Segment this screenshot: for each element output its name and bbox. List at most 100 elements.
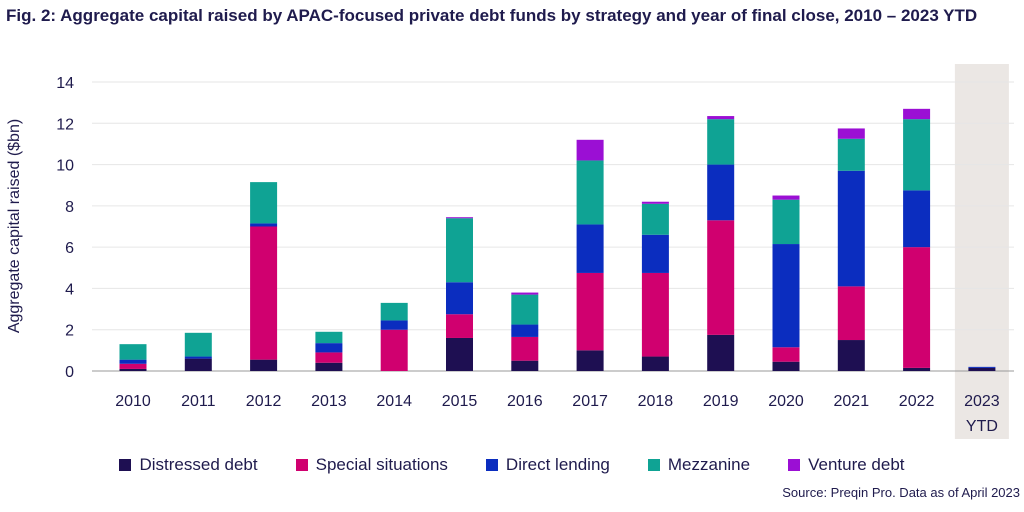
legend-label: Venture debt bbox=[808, 455, 905, 474]
bar-segment bbox=[837, 128, 865, 139]
bar-segment bbox=[511, 324, 539, 337]
bar-segment bbox=[250, 226, 278, 360]
x-tick-label: 2021 bbox=[834, 393, 870, 410]
bar-segment bbox=[511, 360, 539, 371]
bar-segment bbox=[772, 244, 800, 348]
bar-segment bbox=[641, 203, 669, 235]
bar-segment bbox=[641, 234, 669, 273]
bar-segment bbox=[380, 329, 408, 371]
bar-segment bbox=[707, 334, 735, 371]
bar-segment bbox=[837, 138, 865, 171]
legend-swatch bbox=[119, 459, 132, 471]
bar-segment bbox=[380, 302, 408, 321]
bar-segment bbox=[576, 272, 604, 351]
bar-segment bbox=[119, 368, 147, 371]
gridlines bbox=[92, 81, 1014, 372]
x-tick-label: 2019 bbox=[703, 393, 739, 410]
bar-segment bbox=[184, 358, 212, 371]
bar-segment bbox=[250, 359, 278, 371]
x-tick-label: 2016 bbox=[507, 393, 543, 410]
bar-segment bbox=[184, 356, 212, 359]
y-tick-label: 0 bbox=[65, 364, 74, 381]
legend-item: Distressed debt bbox=[119, 455, 258, 475]
bar-segment bbox=[119, 363, 147, 369]
bar-segment bbox=[511, 292, 539, 295]
bar-segment bbox=[446, 217, 473, 219]
bar-segment bbox=[641, 201, 669, 204]
bars bbox=[119, 108, 996, 371]
y-tick-label: 6 bbox=[65, 240, 74, 257]
bar-segment bbox=[446, 218, 473, 283]
x-tick-label: 2014 bbox=[376, 393, 412, 410]
legend: Distressed debt Special situations Direct … bbox=[0, 455, 1024, 475]
bar-segment bbox=[968, 366, 996, 368]
x-tick-label: 2022 bbox=[899, 393, 935, 410]
bar-segment bbox=[119, 344, 147, 360]
bar-segment bbox=[315, 362, 343, 371]
legend-item: Venture debt bbox=[788, 455, 905, 475]
bar-segment bbox=[707, 164, 735, 221]
bar-segment bbox=[903, 367, 931, 371]
legend-label: Mezzanine bbox=[667, 455, 751, 474]
y-tick-label: 2 bbox=[65, 323, 74, 340]
bar-segment bbox=[315, 352, 343, 363]
bar-segment bbox=[903, 190, 931, 248]
x-tick-label: 2012 bbox=[246, 393, 282, 410]
legend-label: Special situations bbox=[315, 455, 448, 474]
x-tick-label: 2017 bbox=[572, 393, 608, 410]
bar-segment bbox=[380, 320, 408, 330]
x-tick-label: 2013 bbox=[311, 393, 347, 410]
bar-segment bbox=[707, 116, 735, 120]
y-tick-label: 14 bbox=[56, 75, 74, 92]
bar-segment bbox=[250, 223, 278, 227]
bar-segment bbox=[707, 119, 735, 165]
bar-segment bbox=[315, 331, 343, 344]
y-tick-label: 10 bbox=[56, 158, 74, 175]
source-note: Source: Preqin Pro. Data as of April 202… bbox=[782, 485, 1020, 500]
bar-segment bbox=[772, 199, 800, 245]
bar-segment bbox=[641, 272, 669, 357]
y-axis-label: Aggregate capital raised ($bn) bbox=[6, 119, 23, 333]
legend-swatch bbox=[295, 459, 308, 471]
legend-swatch bbox=[485, 459, 498, 471]
bar-segment bbox=[837, 170, 865, 287]
bar-segment bbox=[119, 359, 147, 364]
bar-segment bbox=[446, 314, 473, 338]
bar-segment bbox=[772, 195, 800, 200]
bar-segment bbox=[576, 160, 604, 225]
legend-label: Distressed debt bbox=[139, 455, 258, 474]
bar-segment bbox=[903, 247, 931, 368]
x-tick-label: 2020 bbox=[768, 393, 804, 410]
legend-swatch bbox=[647, 459, 660, 471]
bar-segment bbox=[772, 347, 800, 362]
bar-segment bbox=[903, 108, 931, 120]
bar-segment bbox=[576, 139, 604, 161]
bar-segment bbox=[772, 361, 800, 371]
bar-segment bbox=[968, 367, 996, 371]
legend-label: Direct lending bbox=[505, 455, 610, 474]
highlight-layer bbox=[954, 64, 1009, 439]
x-tick-label: 2010 bbox=[115, 393, 151, 410]
bar-segment bbox=[837, 340, 865, 371]
bar-segment bbox=[576, 224, 604, 273]
bar-segment bbox=[903, 119, 931, 191]
bar-segment bbox=[707, 220, 735, 335]
bar-segment bbox=[511, 294, 539, 325]
ytd-highlight-band bbox=[954, 64, 1009, 439]
x-tick-label: 2023 YTD bbox=[964, 393, 1000, 435]
bar-segment bbox=[576, 350, 604, 371]
legend-item: Mezzanine bbox=[647, 455, 751, 475]
bar-segment bbox=[446, 282, 473, 315]
legend-swatch bbox=[788, 459, 801, 471]
legend-item: Direct lending bbox=[485, 455, 610, 475]
x-tick-label: 2018 bbox=[638, 393, 674, 410]
x-tick-label: 2011 bbox=[181, 393, 216, 410]
bar-segment bbox=[315, 343, 343, 353]
bar-segment bbox=[184, 332, 212, 357]
y-tick-label: 4 bbox=[65, 281, 74, 298]
y-tick-label: 12 bbox=[56, 116, 74, 133]
legend-item: Special situations bbox=[295, 455, 448, 475]
bar-segment bbox=[641, 356, 669, 371]
bar-segment bbox=[250, 182, 278, 224]
